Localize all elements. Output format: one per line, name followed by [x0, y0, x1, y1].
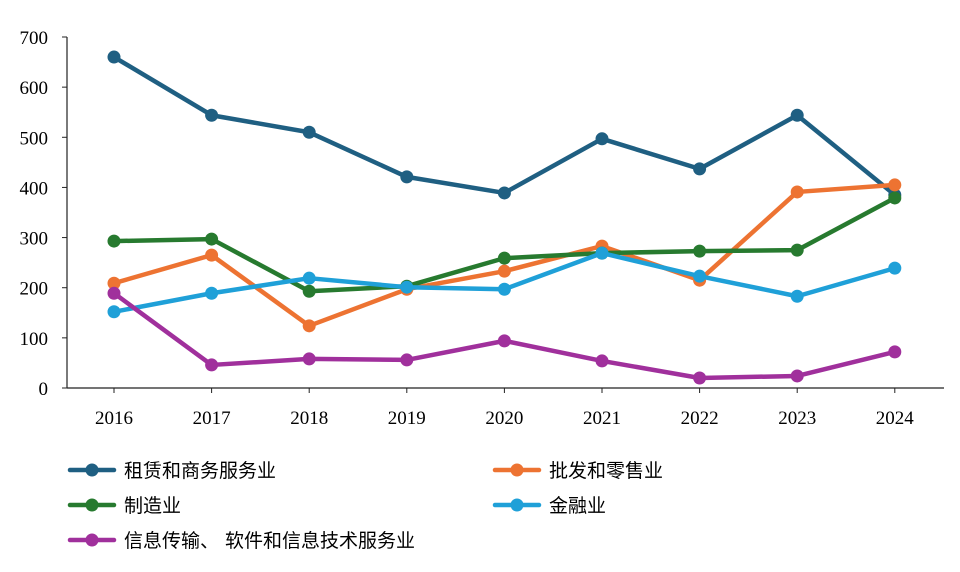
legend-item: 金融业 [492, 495, 606, 517]
legend-swatch-marker [85, 533, 99, 547]
legend-label: 租赁和商务服务业 [124, 460, 276, 482]
series-line [112, 55, 897, 197]
legend-label: 制造业 [124, 495, 181, 517]
data-point [302, 125, 316, 139]
x-tick-label: 2018 [290, 408, 328, 429]
legend-swatch-marker [510, 463, 524, 477]
data-point [107, 50, 121, 64]
series-1 [107, 178, 902, 333]
data-point [790, 289, 804, 303]
series-0 [107, 50, 902, 202]
data-point [497, 334, 511, 348]
x-tick-label: 2022 [681, 408, 719, 429]
data-point [205, 286, 219, 300]
data-point [302, 284, 316, 298]
data-point [107, 234, 121, 248]
x-tick-label: 2024 [876, 408, 915, 429]
data-point [205, 232, 219, 246]
legend-item: 信息传输、 软件和信息技术服务业 [67, 530, 415, 552]
legend-swatch-marker [85, 498, 99, 512]
y-tick-label: 0 [39, 379, 49, 400]
data-point [693, 162, 707, 176]
y-tick-label: 700 [20, 28, 49, 49]
axes: 0 100 200 300 400 500 600 700 2016 2017 2018 2019 20… [20, 28, 944, 429]
data-point [302, 352, 316, 366]
data-point [790, 108, 804, 122]
data-point [888, 178, 902, 192]
data-point [205, 108, 219, 122]
data-point [693, 244, 707, 258]
data-point [497, 186, 511, 200]
data-point [595, 246, 609, 260]
y-tick-label: 500 [20, 128, 49, 149]
x-tick-label: 2019 [388, 408, 426, 429]
data-point [205, 358, 219, 372]
x-tick-label: 2017 [193, 408, 231, 429]
data-point [497, 251, 511, 265]
data-point [107, 305, 121, 319]
legend-swatch-marker [510, 498, 524, 512]
data-point [595, 132, 609, 146]
x-tick-label: 2016 [95, 408, 133, 429]
data-point [107, 276, 121, 290]
data-point [205, 248, 219, 262]
y-tick-label: 100 [20, 329, 49, 350]
data-point [790, 185, 804, 199]
data-point [497, 264, 511, 278]
legend-label: 信息传输、 软件和信息技术服务业 [124, 530, 415, 552]
y-tick-label: 400 [20, 178, 49, 199]
series-4 [107, 286, 902, 385]
x-tick-label: 2023 [778, 408, 816, 429]
series-group [107, 50, 902, 385]
x-tick-label: 2021 [583, 408, 621, 429]
data-point [302, 319, 316, 333]
data-point [693, 269, 707, 283]
x-tick-label: 2020 [485, 408, 523, 429]
legend-item: 租赁和商务服务业 [67, 460, 276, 482]
data-point [888, 345, 902, 359]
data-point [400, 353, 414, 367]
series-3 [107, 246, 902, 319]
y-tick-label: 600 [20, 78, 49, 99]
data-point [790, 369, 804, 383]
data-point [497, 282, 511, 296]
data-point [595, 354, 609, 368]
data-point [790, 243, 804, 257]
legend-item: 制造业 [67, 495, 181, 517]
legend-label: 金融业 [549, 495, 606, 517]
data-point [107, 286, 121, 300]
data-point [888, 261, 902, 275]
data-point [302, 271, 316, 285]
y-tick-label: 300 [20, 229, 49, 250]
legend-label: 批发和零售业 [549, 460, 663, 482]
legend-swatch-marker [85, 463, 99, 477]
data-point [400, 280, 414, 294]
y-tick-label: 200 [20, 279, 49, 300]
legend-item: 批发和零售业 [492, 460, 663, 482]
data-point [693, 371, 707, 385]
data-point [888, 191, 902, 205]
data-point [400, 170, 414, 184]
